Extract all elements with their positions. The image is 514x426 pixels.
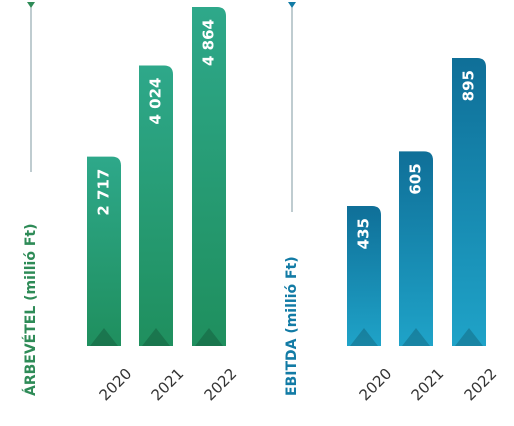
ebitda-value-label-2022: 895 bbox=[460, 70, 478, 101]
ebitda-year-label-2020: 2020 bbox=[356, 365, 396, 405]
ebitda-year-label-2021: 2021 bbox=[408, 365, 448, 405]
revenue-bar-2020 bbox=[87, 156, 121, 346]
revenue-year-label-2020: 2020 bbox=[96, 365, 136, 405]
ebitda-year-label-2022: 2022 bbox=[461, 365, 501, 405]
ebitda-axis-title: EBITDA (millió Ft) bbox=[284, 256, 300, 396]
ebitda-bar-base-triangle-icon bbox=[350, 328, 378, 346]
revenue-year-label-2021: 2021 bbox=[148, 365, 188, 405]
revenue-value-label-2020: 2 717 bbox=[95, 169, 113, 216]
ebitda-bar-2022 bbox=[452, 58, 486, 346]
revenue-bar-base-triangle-icon bbox=[142, 328, 170, 346]
revenue-bar-2021 bbox=[139, 65, 173, 347]
ebitda-bar-2021 bbox=[399, 151, 433, 346]
revenue-value-label-2021: 4 024 bbox=[147, 78, 165, 125]
ebitda-value-label-2020: 435 bbox=[355, 218, 373, 249]
ebitda-bar-base-triangle-icon bbox=[455, 328, 483, 346]
revenue-bar-base-triangle-icon bbox=[195, 328, 223, 346]
ebitda-bar-2020 bbox=[347, 206, 381, 346]
revenue-value-label-2022: 4 864 bbox=[200, 19, 218, 66]
ebitda-axis-arrow-icon bbox=[288, 2, 296, 8]
revenue-year-label-2022: 2022 bbox=[201, 365, 241, 405]
ebitda-value-label-2021: 605 bbox=[407, 163, 425, 194]
revenue-bar-base-triangle-icon bbox=[90, 328, 118, 346]
revenue-axis-title: ÁRBEVÉTEL (millió Ft) bbox=[22, 224, 39, 396]
revenue-axis-arrow-icon bbox=[27, 2, 35, 8]
revenue-bar-2022 bbox=[192, 7, 226, 346]
ebitda-bar-base-triangle-icon bbox=[402, 328, 430, 346]
